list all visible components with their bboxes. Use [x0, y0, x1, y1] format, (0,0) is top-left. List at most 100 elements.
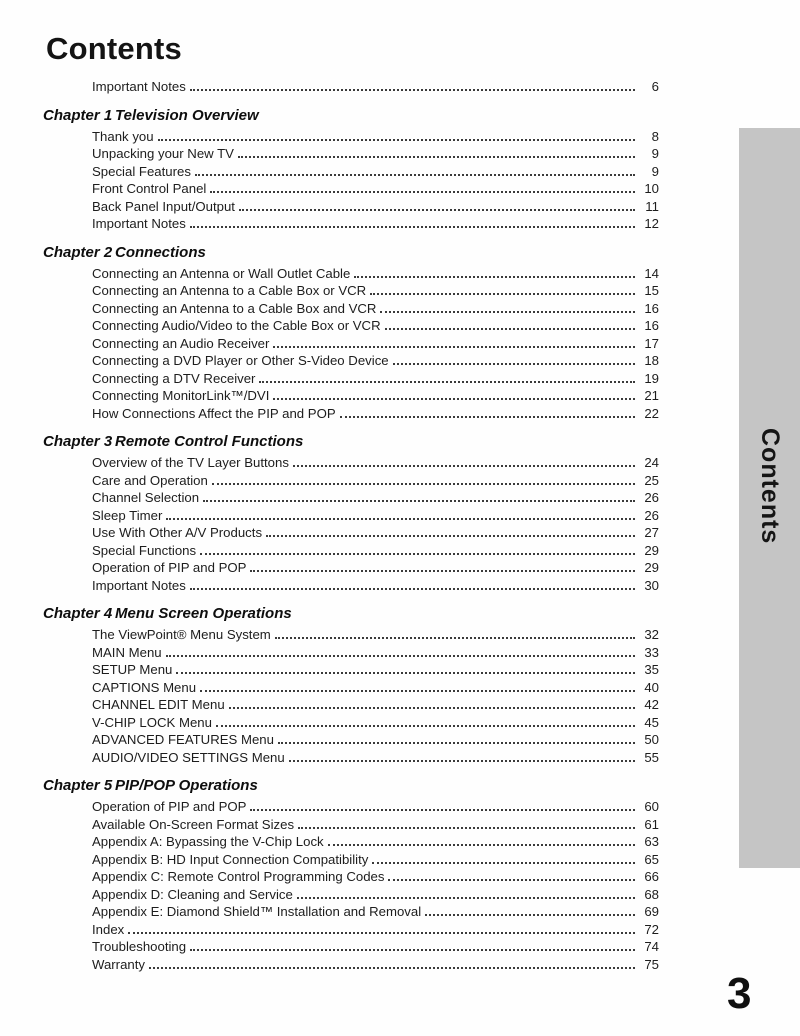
toc-entry-page-number: 29 [644, 560, 659, 575]
toc-entry-label: Unpacking your New TV [92, 146, 234, 161]
toc-entry: Index 72 [43, 921, 659, 939]
toc-entry-page-number: 9 [651, 163, 659, 179]
dot-leader [166, 517, 635, 520]
toc-entry: Connecting an Antenna to a Cable Box or … [43, 282, 659, 300]
dot-leader [211, 482, 635, 485]
dot-leader [189, 587, 635, 590]
toc-entry-page-number: 27 [644, 525, 659, 540]
toc-entry-label: How Connections Affect the PIP and POP [92, 405, 336, 421]
dot-leader [128, 931, 635, 934]
toc-entry: How Connections Affect the PIP and POP 22 [43, 405, 659, 423]
toc-entry-label: Sleep Timer [92, 507, 163, 523]
toc-entry-label: Important Notes [92, 216, 186, 231]
toc-entry-page-number: 40 [644, 679, 659, 695]
toc-entry-label: Connecting a DVD Player or Other S-Video… [92, 353, 389, 368]
toc-entry-label: Connecting an Antenna to a Cable Box or … [92, 283, 367, 298]
toc-entry: Connecting an Antenna to a Cable Box and… [43, 300, 659, 318]
toc-entry: Unpacking your New TV 9 [43, 145, 659, 163]
toc-section: Chapter 3 Remote Control Functions Overvie… [43, 432, 659, 594]
toc-entry-page-number: 19 [644, 370, 659, 386]
toc-entry-label: Connecting an Antenna to a Cable Box and… [92, 300, 377, 316]
toc-entry-label: Use With Other A/V Products [92, 525, 263, 540]
chapter-number-label: Chapter 1 [43, 106, 113, 124]
toc-entry-page-number: 10 [644, 181, 659, 196]
toc-entry-page-number: 68 [644, 886, 659, 902]
toc-entry: Important Notes 6 [43, 78, 659, 96]
toc-entry-label: Connecting a DTV Receiver [92, 370, 256, 386]
chapter-title-label: PIP/POP Operations [115, 777, 258, 794]
toc-entry-label: Appendix A: Bypassing the V-Chip Lock [92, 834, 324, 849]
toc-entry-label: Overview of the TV Layer Buttons [92, 455, 289, 470]
toc-entry-page-number: 35 [644, 662, 659, 677]
toc-entry-page-number: 42 [644, 697, 659, 712]
dot-leader [273, 345, 635, 348]
chapter-heading: Chapter 4 Menu Screen Operations [43, 604, 659, 624]
dot-leader [176, 672, 635, 674]
toc-entry-page-number: 18 [644, 353, 659, 368]
toc-entry-page-number: 75 [644, 956, 659, 972]
toc-entry: Appendix E: Diamond Shield™ Installation… [43, 903, 659, 921]
toc-entry: Connecting a DVD Player or Other S-Video… [43, 352, 659, 370]
dot-leader [372, 861, 635, 864]
toc-entry-page-number: 60 [644, 799, 659, 814]
chapter-heading: Chapter 2 Connections [43, 243, 659, 263]
toc-entry-label: Troubleshooting [92, 939, 187, 954]
toc-entry: AUDIO/VIDEO SETTINGS Menu 55 [43, 749, 659, 767]
toc-entry-page-number: 26 [644, 490, 659, 505]
toc-entry-label: Back Panel Input/Output [92, 198, 235, 214]
toc-entry: Overview of the TV Layer Buttons 24 [43, 454, 659, 472]
dot-leader [392, 363, 635, 365]
dot-leader [384, 328, 635, 330]
toc-entry: Thank you 8 [43, 128, 659, 146]
toc-entry: Care and Operation 25 [43, 472, 659, 490]
toc-entry-page-number: 11 [645, 198, 659, 214]
toc-entry-page-number: 24 [644, 455, 659, 470]
toc-entry: Special Features 9 [43, 163, 659, 181]
chapter-title-label: Television Overview [115, 106, 259, 124]
dot-leader [215, 724, 635, 727]
toc-entry-label: Connecting an Audio Receiver [92, 335, 270, 351]
dot-leader [238, 208, 635, 211]
toc-entry: Appendix A: Bypassing the V-Chip Lock 63 [43, 833, 659, 851]
page-title: Contents [46, 31, 182, 66]
toc-entry-page-number: 17 [644, 335, 659, 351]
toc-entry: Operation of PIP and POP 60 [43, 798, 659, 816]
toc-entry-page-number: 45 [644, 714, 659, 730]
chapter-title-label: Menu Screen Operations [115, 605, 292, 622]
toc-entry-label: Thank you [92, 128, 154, 144]
dot-leader [189, 89, 635, 91]
toc-entry-label: Channel Selection [92, 490, 200, 505]
toc-entry-page-number: 30 [644, 577, 659, 593]
toc-entry-page-number: 6 [651, 79, 659, 94]
dot-leader [189, 226, 635, 228]
toc-entry: Available On-Screen Format Sizes 61 [43, 816, 659, 834]
toc-entry: Appendix C: Remote Control Programming C… [43, 868, 659, 886]
toc-entry-page-number: 16 [644, 318, 659, 333]
toc-entry: Connecting MonitorLink™/DVI 21 [43, 387, 659, 405]
toc-entry-page-number: 21 [644, 388, 659, 403]
toc-entry: Connecting a DTV Receiver 19 [43, 370, 659, 388]
toc-entry: Front Control Panel 10 [43, 180, 659, 198]
chapter-heading: Chapter 1 Television Overview [43, 106, 659, 126]
dot-leader [370, 293, 635, 295]
chapter-number-label: Chapter 4 [43, 605, 113, 622]
dot-leader [292, 465, 635, 467]
toc-entry-page-number: 26 [644, 507, 659, 523]
toc-entry: Operation of PIP and POP 29 [43, 559, 659, 577]
dot-leader [200, 689, 635, 692]
dot-leader [194, 173, 635, 176]
dot-leader [425, 914, 635, 916]
toc-entry: Connecting an Antenna or Wall Outlet Cab… [43, 265, 659, 283]
toc-entry-label: Appendix B: HD Input Connection Compatib… [92, 851, 369, 867]
toc-entry-page-number: 8 [651, 128, 659, 144]
chapter-heading: Chapter 5 PIP/POP Operations [43, 776, 659, 796]
dot-leader [165, 654, 635, 657]
toc-entry: Appendix B: HD Input Connection Compatib… [43, 851, 659, 869]
toc-entry-page-number: 33 [644, 644, 659, 660]
page-number: 3 [727, 969, 752, 1018]
dot-leader [149, 966, 635, 969]
chapter-number-label: Chapter 3 [43, 433, 113, 450]
toc-section: Important Notes 6 [43, 78, 659, 96]
dot-leader [250, 809, 635, 811]
